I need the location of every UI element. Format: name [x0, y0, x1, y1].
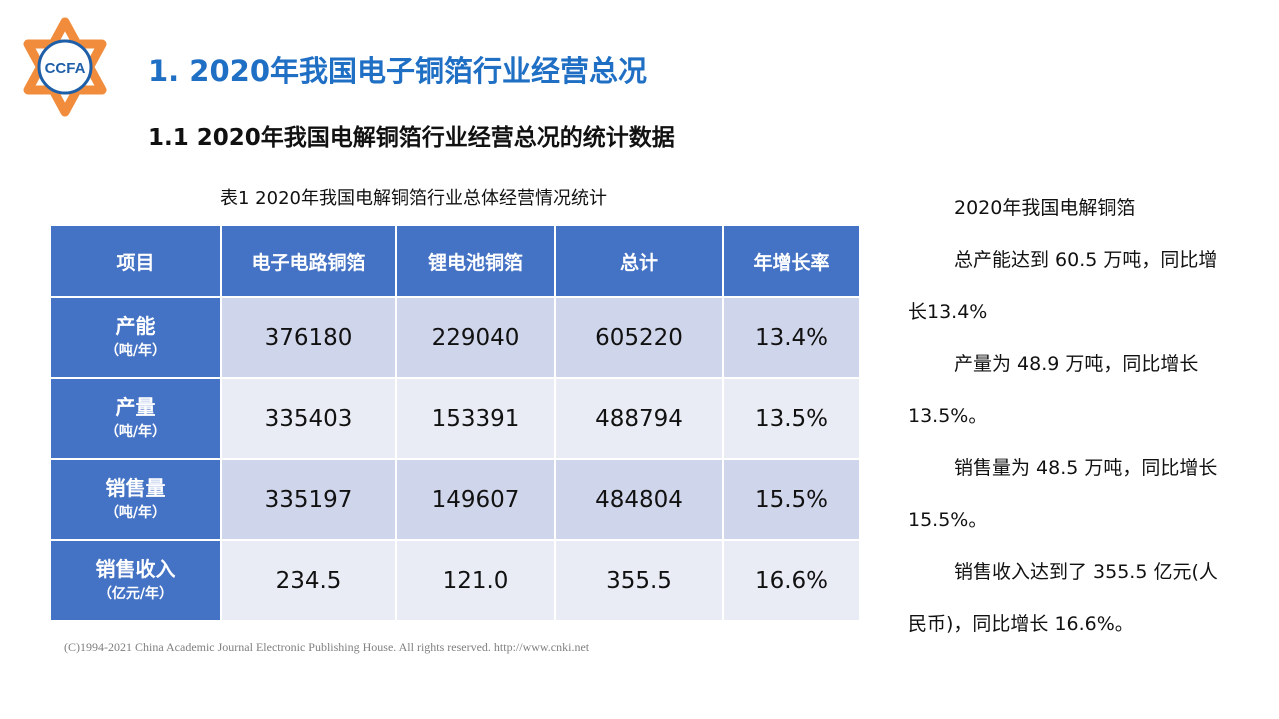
table-cell: 149607	[395, 458, 556, 541]
column-header: 年增长率	[722, 224, 861, 298]
row-label: 产量	[115, 394, 156, 419]
summary-paragraph: 产量为 48.9 万吨，同比增长 13.5%。	[908, 353, 1199, 427]
table-cell: 355.5	[554, 539, 724, 622]
row-header: 销售量 （吨/年）	[49, 458, 222, 541]
row-unit: （吨/年）	[104, 342, 167, 359]
table-cell: 234.5	[220, 539, 397, 622]
row-unit: （亿元/年）	[97, 585, 174, 602]
row-unit: （吨/年）	[104, 423, 167, 440]
column-header: 项目	[49, 224, 222, 298]
section-subtitle: 1.1 2020年我国电解铜箔行业经营总况的统计数据	[148, 125, 675, 151]
copyright-footer: (C)1994-2021 China Academic Journal Elec…	[64, 640, 590, 654]
summary-text: 2020年我国电解铜箔 总产能达到 60.5 万吨，同比增长13.4% 产量为 …	[908, 182, 1218, 650]
column-header: 电子电路铜箔	[220, 224, 397, 298]
table-row: 产能 （吨/年） 376180 229040 605220 13.4%	[49, 296, 861, 379]
table-cell: 229040	[395, 296, 556, 379]
statistics-table: 项目 电子电路铜箔 锂电池铜箔 总计 年增长率 产能 （吨/年） 376180 …	[49, 224, 861, 622]
row-header: 产量 （吨/年）	[49, 377, 222, 460]
summary-paragraph: 总产能达到 60.5 万吨，同比增长13.4%	[908, 249, 1218, 323]
table-cell: 16.6%	[722, 539, 861, 622]
table-cell: 488794	[554, 377, 724, 460]
row-label: 产能	[115, 313, 156, 338]
logo-inner-circle	[37, 39, 93, 95]
table-row: 产量 （吨/年） 335403 153391 488794 13.5%	[49, 377, 861, 460]
row-header: 产能 （吨/年）	[49, 296, 222, 379]
table-row: 销售量 （吨/年） 335197 149607 484804 15.5%	[49, 458, 861, 541]
logo-text: CCFA	[45, 60, 86, 77]
table-cell: 13.5%	[722, 377, 861, 460]
row-label: 销售收入	[95, 556, 176, 581]
row-unit: （吨/年）	[104, 504, 167, 521]
table-cell: 335403	[220, 377, 397, 460]
table-cell: 484804	[554, 458, 724, 541]
column-header: 锂电池铜箔	[395, 224, 556, 298]
table-caption: 表1 2020年我国电解铜箔行业总体经营情况统计	[220, 188, 607, 209]
row-label: 销售量	[105, 475, 166, 500]
summary-paragraph: 销售收入达到了 355.5 亿元(人民币)，同比增长 16.6%。	[908, 561, 1218, 635]
table-cell: 605220	[554, 296, 724, 379]
summary-paragraph: 2020年我国电解铜箔	[954, 197, 1136, 219]
ccfa-logo: CCFA	[23, 17, 107, 117]
table-row: 销售收入 （亿元/年） 234.5 121.0 355.5 16.6%	[49, 539, 861, 622]
table-cell: 153391	[395, 377, 556, 460]
table-cell: 376180	[220, 296, 397, 379]
summary-paragraph: 销售量为 48.5 万吨，同比增长 15.5%。	[908, 457, 1218, 531]
column-header: 总计	[554, 224, 724, 298]
page-title: 1. 2020年我国电子铜箔行业经营总况	[148, 54, 648, 88]
table-cell: 13.4%	[722, 296, 861, 379]
table-header-row: 项目 电子电路铜箔 锂电池铜箔 总计 年增长率	[49, 224, 861, 298]
table-cell: 15.5%	[722, 458, 861, 541]
table-cell: 121.0	[395, 539, 556, 622]
row-header: 销售收入 （亿元/年）	[49, 539, 222, 622]
table-cell: 335197	[220, 458, 397, 541]
